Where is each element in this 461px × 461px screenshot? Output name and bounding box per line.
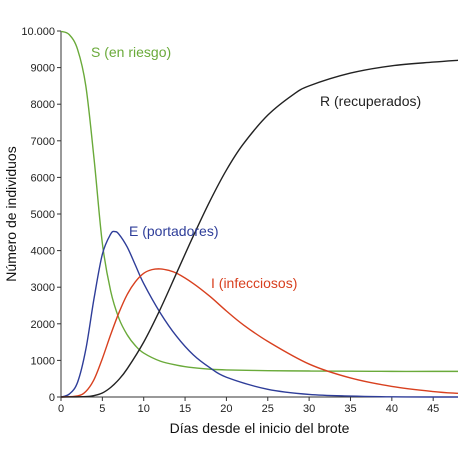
series-lines bbox=[60, 30, 459, 398]
y-tick-label: 9000 bbox=[31, 63, 55, 75]
y-tick-label: 0 bbox=[49, 392, 55, 404]
x-tick-label: 0 bbox=[58, 403, 64, 415]
y-axis-ticks: 0 1000 2000 3000 4000 5000 6000 7000 8000 9000 10.… bbox=[21, 26, 61, 404]
y-tick-label: 8000 bbox=[31, 99, 55, 111]
y-tick-label: 5000 bbox=[31, 209, 55, 221]
x-axis-ticks: 0 5 10 15 20 25 30 35 40 45 bbox=[58, 397, 439, 415]
series-line-r bbox=[60, 59, 459, 398]
y-axis-title: Número de individuos bbox=[3, 146, 19, 281]
x-tick-label: 25 bbox=[262, 403, 274, 415]
x-axis-title: Días desde el inicio del brote bbox=[170, 420, 350, 436]
x-tick-label: 35 bbox=[344, 403, 356, 415]
x-tick-label: 20 bbox=[220, 403, 232, 415]
x-tick-label: 5 bbox=[99, 403, 105, 415]
series-label-i: I (infecciosos) bbox=[211, 275, 297, 291]
y-tick-label: 4000 bbox=[31, 246, 55, 258]
y-tick-label: 6000 bbox=[31, 172, 55, 184]
y-tick-label: 7000 bbox=[31, 136, 55, 148]
x-tick-label: 10 bbox=[138, 403, 150, 415]
x-tick-label: 15 bbox=[179, 403, 191, 415]
series-labels: S (en riesgo) E (portadores) I (infeccioso… bbox=[91, 44, 421, 291]
x-tick-label: 45 bbox=[427, 403, 439, 415]
series-label-r: R (recuperados) bbox=[320, 93, 421, 109]
series-label-e: E (portadores) bbox=[129, 223, 218, 239]
series-line-e bbox=[60, 230, 459, 398]
series-line-s bbox=[60, 30, 458, 373]
axes: 0 5 10 15 20 25 30 35 40 45 0 1000 2000 3000 4000 5000… bbox=[21, 26, 458, 415]
y-tick-label: 2000 bbox=[31, 319, 55, 331]
y-tick-label: 3000 bbox=[31, 282, 55, 294]
y-tick-label: 1000 bbox=[31, 355, 55, 367]
x-tick-label: 40 bbox=[386, 403, 398, 415]
x-tick-label: 30 bbox=[303, 403, 315, 415]
series-line-i bbox=[60, 268, 459, 398]
series-label-s: S (en riesgo) bbox=[91, 44, 171, 60]
y-tick-label: 10.000 bbox=[21, 26, 55, 38]
